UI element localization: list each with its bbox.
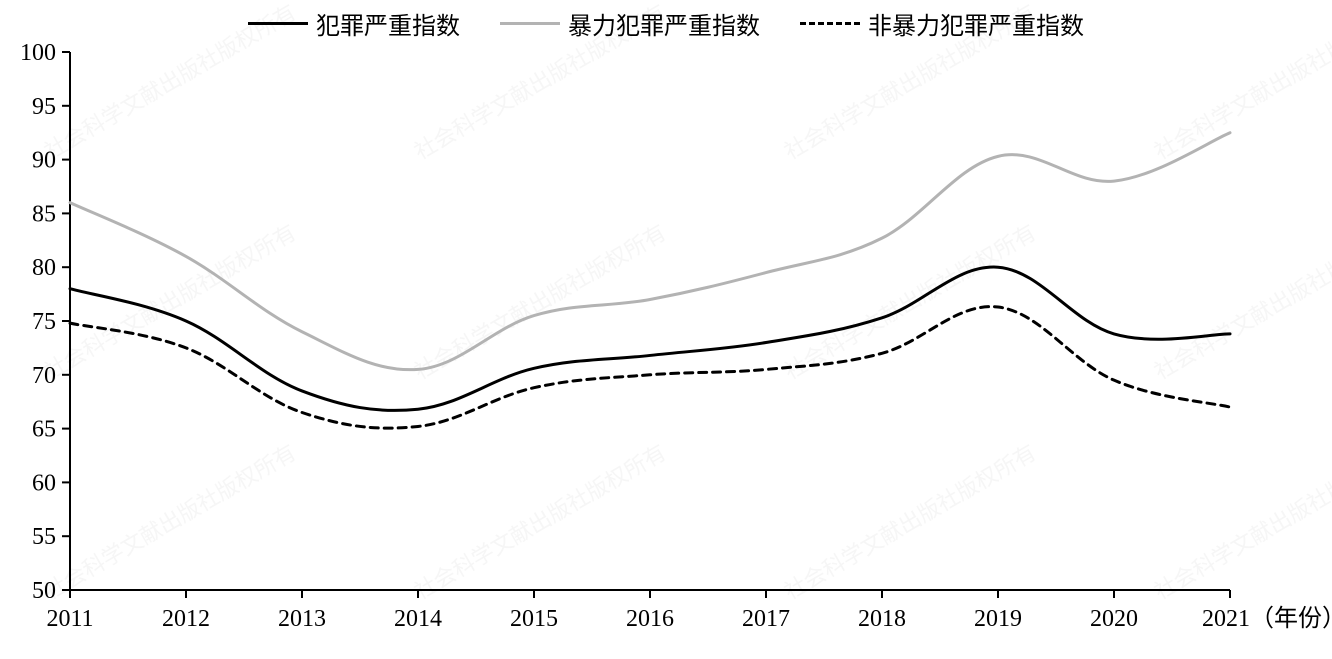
svg-text:2017: 2017 [742,606,790,632]
svg-text:2012: 2012 [162,606,210,632]
svg-text:90: 90 [32,148,56,174]
legend-swatch [500,22,560,25]
svg-text:2013: 2013 [278,606,326,632]
legend-item: 犯罪严重指数 [248,6,460,41]
svg-text:80: 80 [32,255,56,281]
svg-text:50: 50 [32,578,56,604]
svg-text:社会科学文献出版社版权所有: 社会科学文献出版社版权所有 [780,440,1040,605]
svg-text:2011: 2011 [46,606,93,632]
svg-text:社会科学文献出版社版权所有: 社会科学文献出版社版权所有 [40,220,300,385]
svg-text:100: 100 [20,40,56,66]
svg-text:2020: 2020 [1090,606,1138,632]
legend-item: 暴力犯罪严重指数 [500,6,760,41]
svg-text:2021（年份）: 2021（年份） [1202,605,1332,632]
svg-text:社会科学文献出版社版权所有: 社会科学文献出版社版权所有 [1150,440,1332,605]
svg-text:社会科学文献出版社版权所有: 社会科学文献出版社版权所有 [1150,220,1332,385]
svg-text:社会科学文献出版社版权所有: 社会科学文献出版社版权所有 [780,220,1040,385]
legend-label: 犯罪严重指数 [316,6,460,41]
legend-swatch [248,22,308,25]
legend: 犯罪严重指数 暴力犯罪严重指数 非暴力犯罪严重指数 [0,6,1332,41]
svg-text:2018: 2018 [858,606,906,632]
line-chart: 社会科学文献出版社版权所有社会科学文献出版社版权所有社会科学文献出版社版权所有社… [0,0,1332,659]
svg-text:2016: 2016 [626,606,674,632]
svg-text:70: 70 [32,363,56,389]
svg-text:55: 55 [32,524,56,550]
svg-text:2015: 2015 [510,606,558,632]
svg-text:2014: 2014 [394,606,442,632]
legend-label: 非暴力犯罪严重指数 [868,6,1084,41]
svg-text:65: 65 [32,417,56,443]
chart-svg: 社会科学文献出版社版权所有社会科学文献出版社版权所有社会科学文献出版社版权所有社… [0,0,1332,659]
svg-text:75: 75 [32,309,56,335]
svg-text:95: 95 [32,94,56,120]
legend-item: 非暴力犯罪严重指数 [800,6,1084,41]
svg-text:85: 85 [32,201,56,227]
legend-swatch [800,22,860,25]
svg-text:社会科学文献出版社版权所有: 社会科学文献出版社版权所有 [40,440,300,605]
svg-text:社会科学文献出版社版权所有: 社会科学文献出版社版权所有 [410,440,670,605]
legend-label: 暴力犯罪严重指数 [568,6,760,41]
svg-text:60: 60 [32,470,56,496]
svg-text:2019: 2019 [974,606,1022,632]
